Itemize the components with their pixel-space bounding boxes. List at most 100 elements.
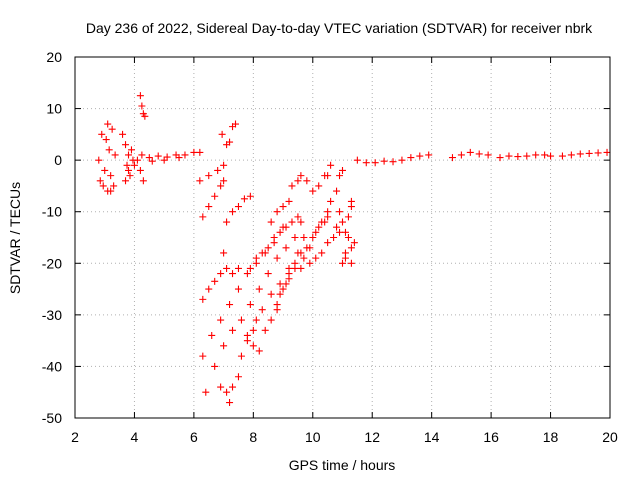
data-point xyxy=(398,156,406,164)
data-point xyxy=(223,264,231,272)
data-point xyxy=(324,239,332,247)
data-point xyxy=(336,172,344,180)
data-point xyxy=(99,182,107,190)
data-point xyxy=(306,259,314,267)
series-sat-arc-m xyxy=(267,161,335,226)
data-point xyxy=(95,156,103,164)
series-sat-arc-b xyxy=(119,130,138,185)
data-point xyxy=(111,151,119,159)
data-point xyxy=(107,187,115,195)
data-point xyxy=(252,254,260,262)
data-point xyxy=(122,141,130,149)
data-point xyxy=(282,280,290,288)
series-sat-arc-o xyxy=(285,166,346,283)
axis-ticks xyxy=(74,56,611,419)
data-point xyxy=(226,301,234,309)
data-point xyxy=(276,290,284,298)
data-point xyxy=(108,125,116,133)
data-point xyxy=(237,316,245,324)
data-point xyxy=(220,161,228,169)
data-point xyxy=(303,177,311,185)
data-point xyxy=(199,295,207,303)
data-point xyxy=(249,342,257,350)
data-point xyxy=(205,285,213,293)
data-point xyxy=(339,218,346,226)
data-point xyxy=(273,208,281,216)
data-points xyxy=(95,92,611,407)
data-point xyxy=(255,347,263,355)
data-point xyxy=(138,102,146,110)
series-sat-arc-j xyxy=(217,234,308,407)
data-point xyxy=(214,166,222,174)
data-point xyxy=(246,264,254,272)
data-point xyxy=(318,218,326,226)
plot-frame xyxy=(74,56,611,419)
series-sat-arc-c xyxy=(133,92,149,185)
data-point xyxy=(130,161,138,169)
x-tick-label: 20 xyxy=(602,429,618,445)
data-point xyxy=(300,234,308,241)
data-point xyxy=(558,152,566,160)
data-point xyxy=(324,172,332,180)
data-point xyxy=(223,218,231,226)
data-point xyxy=(123,161,131,169)
y-tick-label: -10 xyxy=(42,204,62,220)
data-point xyxy=(246,192,254,200)
x-tick-label: 14 xyxy=(424,429,440,445)
series-sat-arc-h xyxy=(199,223,287,360)
data-point xyxy=(255,285,263,293)
data-point xyxy=(199,352,207,360)
data-point xyxy=(217,316,225,324)
data-point xyxy=(341,228,349,236)
data-point xyxy=(294,213,302,221)
data-point xyxy=(267,290,275,298)
data-point xyxy=(297,249,305,257)
data-point xyxy=(196,148,204,156)
x-tick-label: 8 xyxy=(249,429,257,445)
series-sat-arc-t xyxy=(496,151,555,162)
data-point xyxy=(541,151,549,159)
data-point xyxy=(291,264,299,272)
data-point xyxy=(234,285,242,293)
data-point xyxy=(309,234,317,241)
data-point xyxy=(466,148,474,156)
data-point xyxy=(234,203,242,211)
data-point xyxy=(264,270,272,278)
data-point xyxy=(448,154,456,162)
data-point xyxy=(347,259,355,267)
data-point xyxy=(196,177,204,185)
y-axis-label: SDTVAR / TECUs xyxy=(7,182,23,294)
x-axis-label: GPS time / hours xyxy=(289,457,396,473)
x-tick-label: 12 xyxy=(364,429,380,445)
data-point xyxy=(205,172,213,180)
data-point xyxy=(229,270,237,278)
data-point xyxy=(333,223,341,231)
data-point xyxy=(341,249,349,257)
data-point xyxy=(220,177,228,185)
data-point xyxy=(136,166,144,174)
x-tick-label: 18 xyxy=(543,429,559,445)
data-point xyxy=(102,136,110,144)
data-point xyxy=(232,120,239,128)
series-sat-arc-k xyxy=(243,280,290,355)
data-point xyxy=(160,156,168,164)
data-point xyxy=(288,218,296,226)
data-point xyxy=(211,192,219,200)
data-point xyxy=(523,152,531,160)
data-point xyxy=(190,148,198,156)
data-point xyxy=(279,203,287,211)
data-point xyxy=(217,383,225,391)
series-sat-arc-q xyxy=(336,197,358,267)
data-point xyxy=(505,152,513,160)
data-point xyxy=(297,172,305,180)
data-point xyxy=(282,244,290,252)
data-point xyxy=(136,92,144,100)
data-point xyxy=(276,280,284,288)
data-point xyxy=(202,388,210,396)
data-point xyxy=(229,326,237,334)
data-point xyxy=(389,158,397,166)
data-point xyxy=(234,373,242,381)
data-point xyxy=(126,172,134,180)
data-point xyxy=(226,138,234,146)
